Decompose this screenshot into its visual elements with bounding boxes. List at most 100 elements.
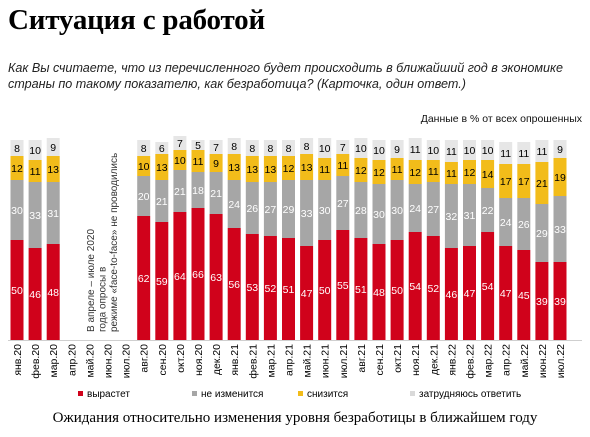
x-tick-label: июн.22 [537,344,549,378]
data-label: 50 [391,285,403,297]
bar-segment [553,196,567,262]
bar-segment [263,236,277,340]
bar-segment [535,162,549,204]
bar-segment [173,212,187,340]
data-label: 56 [228,279,240,291]
bar-segment [282,180,295,238]
x-tick-label: ноя.21 [410,344,422,376]
x-tick-label: янв.20 [12,344,24,376]
bar-segment [300,138,314,154]
data-label: 10 [174,155,186,167]
data-label: 30 [11,205,23,217]
data-label: 9 [557,144,563,156]
bar-segment [318,138,332,158]
x-tick-label: фев.21 [247,344,259,379]
bar-segment [354,182,368,238]
data-label: 8 [249,143,255,155]
data-label: 11 [428,166,439,178]
bar-segment [463,140,476,160]
data-label: 33 [554,224,566,236]
data-label: 54 [409,281,421,293]
data-label: 10 [319,143,331,155]
data-label: 21 [210,188,222,200]
data-label: 59 [156,276,168,288]
data-label: 8 [286,143,292,155]
bar-segment [10,240,24,340]
bar-segment [426,182,440,236]
data-label: 14 [482,169,494,181]
data-label: 18 [192,185,204,197]
data-label: 29 [536,228,548,240]
data-label: 63 [210,272,222,284]
data-label: 27 [427,204,439,216]
data-label: 19 [554,172,566,184]
x-tick-label: окт.21 [392,344,404,373]
bar-segment [336,140,350,154]
data-label: 54 [482,281,494,293]
bar-segment [318,240,332,340]
bar-segment [28,248,42,340]
bar-segment [227,180,241,228]
data-label: 8 [304,141,310,153]
bar-segment [553,262,567,340]
bar-segment [354,138,368,158]
bar-segment [481,188,495,232]
bar-segment [426,160,440,182]
data-label: 11 [536,146,547,158]
data-label: 20 [138,191,150,203]
bar-segment [408,138,422,160]
data-label: 33 [29,210,41,222]
bar-segment [535,204,549,262]
bar-segment [517,164,531,198]
data-label: 55 [337,280,349,292]
x-tick-label: май.22 [519,344,531,378]
bar-segment [227,154,241,180]
bar-segment [463,246,476,340]
bar-segment [336,176,350,230]
data-label: 8 [267,143,273,155]
bar-segment [28,182,42,248]
x-tick-label: июн.20 [103,344,115,378]
x-tick-label: авг.21 [356,344,368,373]
x-tick-label: ноя.20 [193,344,205,376]
data-label: 12 [409,167,421,179]
data-label: 12 [355,165,367,177]
data-label: 50 [319,285,331,297]
bar-segment [499,142,513,164]
legend-swatch [78,391,83,396]
bar-segment [535,140,549,162]
bar-segment [155,154,169,180]
data-label: 46 [446,289,458,301]
bar-segment [10,156,24,180]
data-label: 12 [11,163,23,175]
bar-segment [282,140,295,156]
legend: вырастет не изменится снизится затрудняюсь … [78,389,521,400]
survey-question: Как Вы считаете, что из перечисленного б… [8,61,563,91]
bar-segment [390,240,404,340]
data-label: 21 [156,196,168,208]
data-label: 10 [138,161,150,173]
data-label: 46 [29,289,41,301]
data-label: 24 [228,199,240,211]
bar-segment [336,154,350,176]
x-tick-label: июн.21 [320,344,332,378]
x-tick-label: май.21 [302,344,314,378]
data-label: 62 [138,273,150,285]
x-tick-label: фев.22 [465,344,477,379]
data-label: 13 [156,162,168,174]
data-label: 47 [500,288,512,300]
data-label: 30 [373,209,385,221]
data-label: 17 [500,176,512,188]
data-label: 11 [500,148,511,160]
x-tick-label: окт.20 [175,344,187,373]
bar-segment [245,182,259,234]
data-label: 7 [213,142,219,154]
data-label: 39 [536,296,548,308]
data-label: 51 [355,284,367,296]
bar-segment [390,140,404,158]
x-tick-label: янв.21 [229,344,241,376]
data-label: 5 [195,140,201,152]
bar-segment [10,140,24,156]
bar-segment [390,158,404,180]
data-label: 27 [265,204,277,216]
